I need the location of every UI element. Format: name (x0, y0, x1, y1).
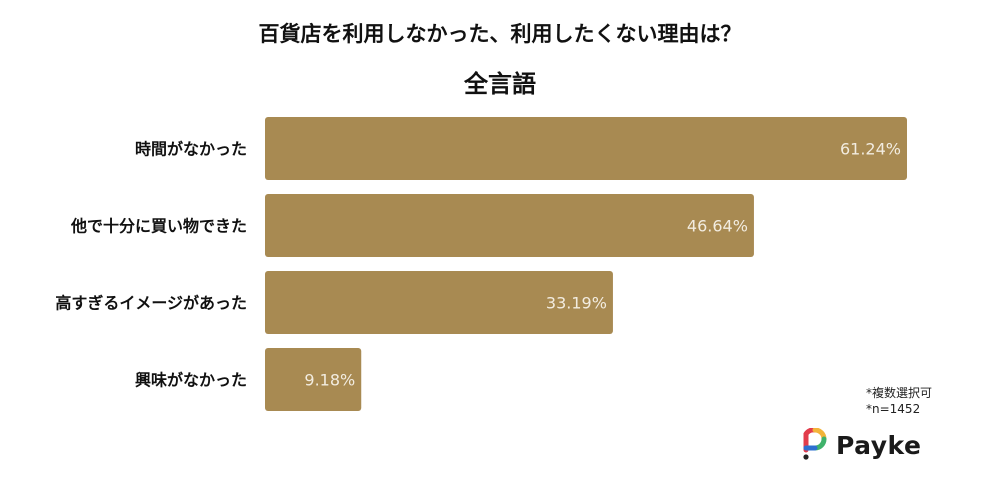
note-sample-size: *n=1452 (866, 402, 921, 416)
category-label-2: 他で十分に買い物できた (70, 217, 247, 236)
bar-1 (265, 117, 907, 180)
category-label-3: 高すぎるイメージがあった (55, 294, 247, 313)
chart-title: 百貨店を利用しなかった、利用したくない理由は？ (258, 22, 742, 46)
value-label-3: 33.19% (546, 294, 607, 313)
value-label-2: 46.64% (687, 217, 748, 236)
brand-name: Payke (836, 430, 922, 460)
value-label-1: 61.24% (840, 140, 901, 159)
bar-2 (265, 194, 754, 257)
note-multiple-choice: *複数選択可 (866, 386, 933, 400)
category-label-1: 時間がなかった (135, 140, 247, 159)
value-label-4: 9.18% (304, 371, 355, 390)
category-label-4: 興味がなかった (135, 371, 247, 390)
chart-subtitle: 全言語 (464, 70, 536, 98)
bar-4 (265, 348, 362, 411)
payke-logo-icon (803, 428, 827, 460)
payke-logo: Payke (800, 428, 921, 462)
bar-3 (265, 271, 613, 334)
